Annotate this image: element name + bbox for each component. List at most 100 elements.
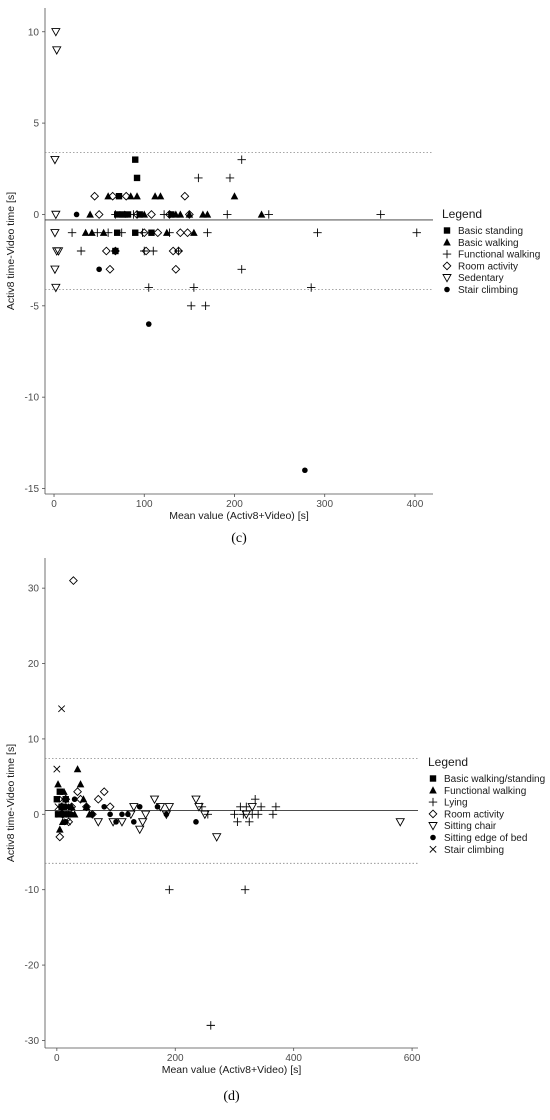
legend-label: Stair climbing: [458, 285, 518, 296]
series-stair-climbing: [53, 705, 72, 826]
data-point: [133, 192, 141, 200]
data-point: [165, 885, 174, 894]
data-point: [175, 228, 185, 238]
data-point: [105, 264, 115, 274]
data-point: [50, 155, 60, 165]
y-tick-label: -20: [25, 961, 40, 972]
data-point: [112, 247, 119, 255]
data-point: [230, 192, 239, 200]
data-point: [153, 228, 163, 238]
data-point: [133, 174, 141, 182]
data-point: [168, 211, 175, 218]
y-tick-label: 5: [33, 119, 39, 130]
data-point: [60, 810, 68, 818]
series-basic-walking: [81, 192, 266, 236]
x-tick-label: 0: [51, 499, 57, 510]
data-point: [203, 210, 212, 218]
data-point: [194, 803, 204, 812]
data-point: [51, 210, 61, 220]
data-point: [87, 809, 97, 819]
data-point: [313, 228, 322, 237]
y-tick-label: -30: [25, 1036, 40, 1047]
data-point: [268, 810, 278, 819]
data-point: [73, 765, 82, 773]
data-point: [113, 819, 119, 825]
panel-label: (d): [223, 1089, 240, 1104]
data-point: [140, 210, 149, 218]
x-tick-label: 200: [226, 499, 243, 510]
data-point: [93, 228, 102, 237]
data-point: [250, 795, 260, 804]
x-axis-title: Mean value (Activ8+Video) [s]: [162, 1064, 302, 1076]
legend-key-diamond: [428, 809, 438, 819]
legend-label: Stair climbing: [444, 845, 504, 856]
data-point: [147, 210, 156, 219]
data-point: [241, 810, 252, 820]
data-point: [140, 246, 149, 256]
data-point: [183, 228, 193, 238]
data-point: [237, 155, 246, 164]
data-point: [113, 229, 121, 236]
x-axis-title: Mean value (Activ8+Video) [s]: [169, 510, 309, 522]
data-point: [230, 810, 239, 819]
data-point: [132, 156, 139, 163]
data-point: [200, 810, 210, 820]
data-point: [99, 228, 108, 236]
legend-key-triangle-down: [442, 274, 452, 283]
data-point: [101, 246, 111, 256]
data-point: [154, 803, 161, 810]
data-point: [148, 229, 155, 236]
data-point: [176, 210, 185, 218]
data-point: [302, 467, 308, 474]
data-point: [88, 228, 96, 236]
legend-key-plus: [442, 249, 452, 259]
data-point: [132, 210, 142, 219]
data-point: [73, 211, 80, 218]
data-point: [306, 283, 316, 292]
data-point: [68, 811, 75, 818]
data-point: [94, 210, 104, 219]
data-point: [203, 228, 212, 237]
legend-label: Room activity: [444, 809, 504, 820]
series-room-activity: [90, 191, 194, 274]
data-point: [131, 819, 137, 825]
data-point: [225, 173, 235, 183]
y-tick-label: -5: [30, 301, 39, 312]
data-point: [56, 788, 64, 795]
legend-title: Legend: [428, 755, 468, 769]
data-point: [139, 228, 149, 238]
data-point: [124, 211, 132, 218]
data-point: [53, 247, 64, 256]
data-point: [73, 787, 82, 797]
data-point: [93, 818, 104, 827]
data-point: [151, 192, 159, 200]
data-point: [253, 810, 263, 819]
data-point: [174, 246, 183, 256]
y-tick-label: 0: [33, 810, 39, 821]
data-point: [117, 228, 126, 237]
data-point: [194, 173, 203, 183]
data-point: [141, 246, 151, 256]
data-point: [186, 301, 196, 311]
data-point: [76, 794, 85, 804]
data-point: [62, 819, 69, 825]
legend-key-cross: [429, 845, 437, 853]
data-point: [223, 210, 232, 219]
legend-key-plus: [428, 797, 438, 807]
data-point: [240, 885, 250, 894]
legend-label: Basic walking/standing: [444, 774, 545, 785]
legend-key-triangle: [429, 786, 437, 794]
panel-d-chart: -30 -20 -10 0 10 20 30 0 200 400 600 Mean value (Ac…: [5, 558, 545, 1104]
legend-key-square: [429, 775, 437, 782]
data-point: [86, 210, 94, 218]
data-point: [149, 795, 160, 805]
data-point: [180, 191, 190, 201]
data-point: [67, 228, 77, 237]
data-point: [237, 265, 246, 274]
data-point: [96, 266, 102, 273]
y-tick-label: -10: [25, 393, 40, 404]
data-point: [81, 228, 90, 236]
data-point: [54, 811, 62, 818]
